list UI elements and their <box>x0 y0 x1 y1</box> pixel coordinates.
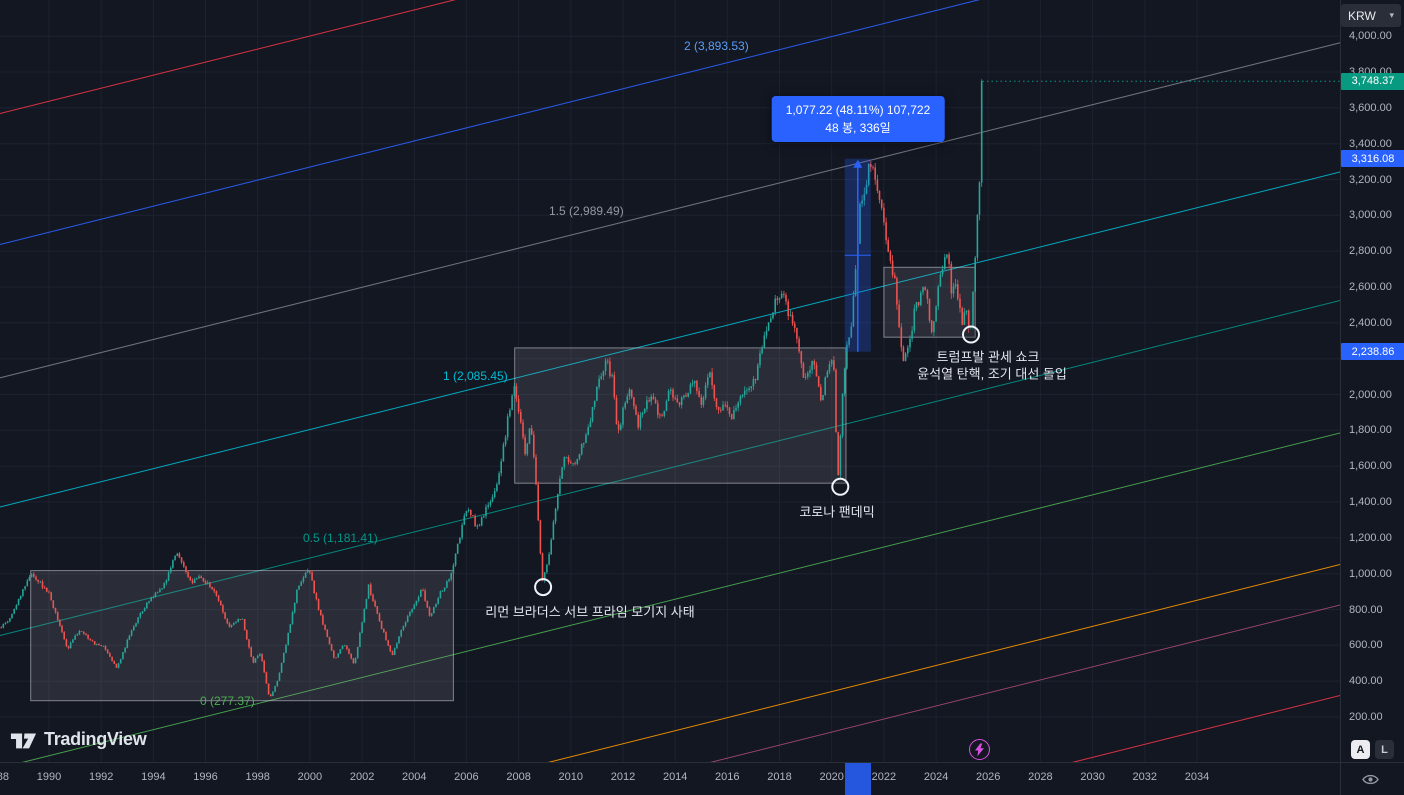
range-box <box>30 570 454 702</box>
price-tick-label: 400.00 <box>1349 675 1383 688</box>
lightning-bolt-icon <box>975 743 984 756</box>
price-tick-label: 3,600.00 <box>1349 101 1392 114</box>
time-tick-label: 1992 <box>88 771 114 783</box>
measure-change-text: 1,077.22 (48.11%) 107,722 <box>785 103 931 117</box>
current-price-badge: 3,748.37 <box>1341 72 1404 90</box>
time-tick-label: 1990 <box>36 771 62 783</box>
range-boxes[interactable] <box>30 266 976 702</box>
price-tick-label: 2,800.00 <box>1349 245 1392 258</box>
measure-arrow-up-icon <box>853 159 863 168</box>
time-tick-label: 2014 <box>662 771 688 783</box>
axis-corner <box>1340 762 1404 795</box>
time-tick-label: 2022 <box>871 771 897 783</box>
time-tick-label: 1996 <box>193 771 218 783</box>
time-tick-label: 2012 <box>610 771 636 783</box>
log-scale-button[interactable]: L <box>1375 740 1394 759</box>
price-axis[interactable]: KRW ▾ 4,000.003,800.003,600.003,400.003,… <box>1340 0 1404 762</box>
chart-canvas[interactable] <box>0 0 1340 762</box>
price-tick-label: 1,600.00 <box>1349 460 1392 473</box>
fib-channel-line <box>547 563 1340 762</box>
measure-time-range-highlight <box>844 763 871 795</box>
fib-channel-line <box>1071 694 1340 762</box>
fib-channel-line <box>0 42 1340 379</box>
price-tick-label: 3,000.00 <box>1349 209 1392 222</box>
time-tick-label: 2024 <box>923 771 949 783</box>
time-tick-label: 2008 <box>506 771 531 783</box>
measure-tooltip: 1,077.22 (48.11%) 107,722 48 봉, 336일 <box>771 96 945 142</box>
currency-selector[interactable]: KRW ▾ <box>1341 4 1401 27</box>
time-tick-label: 1988 <box>0 771 10 783</box>
measure-band[interactable] <box>844 158 871 352</box>
price-tick-label: 800.00 <box>1349 603 1383 616</box>
price-tick-label: 200.00 <box>1349 711 1383 723</box>
chevron-down-icon: ▾ <box>1389 10 1394 20</box>
time-tick-label: 2028 <box>1028 771 1053 783</box>
auto-scale-button[interactable]: A <box>1351 740 1370 759</box>
flash-lightning-icon[interactable] <box>969 739 990 760</box>
measure-bars-text: 48 봉, 336일 <box>825 121 891 135</box>
price-tick-label: 4,000.00 <box>1349 30 1392 43</box>
chart-plot-area[interactable]: 0 (277.37) 0.5 (1,181.41) 1 (2,085.45) 1.5 … <box>0 0 1340 762</box>
fib-channel-line <box>0 171 1340 508</box>
time-tick-label: 2030 <box>1080 771 1105 783</box>
grid-lines <box>0 0 1340 762</box>
price-tick-label: 600.00 <box>1349 639 1383 652</box>
price-tick-label: 3,400.00 <box>1349 137 1392 150</box>
time-tick-label: 1998 <box>245 771 270 783</box>
event-marker-circle <box>534 578 553 597</box>
price-tick-label: 2,600.00 <box>1349 281 1392 293</box>
tradingview-logo-text: TradingView <box>44 729 147 749</box>
time-tick-label: 2032 <box>1132 771 1158 783</box>
price-tick-label: 1,800.00 <box>1349 424 1392 437</box>
tradingview-logo-icon <box>10 733 37 749</box>
time-tick-label: 2018 <box>767 771 792 783</box>
event-markers[interactable] <box>534 325 980 597</box>
time-tick-label: 1994 <box>141 771 166 783</box>
time-axis[interactable]: 1988 1990 1992 1994 1996 1998 2000 2002 2004 2006… <box>0 762 1340 795</box>
candlestick-series[interactable] <box>0 79 983 697</box>
fib-channel-line <box>0 0 457 115</box>
price-tick-label: 2,400.00 <box>1349 316 1392 329</box>
measure-low-badge: 2,238.86 <box>1341 343 1404 361</box>
time-tick-label: 2020 <box>819 771 844 783</box>
price-tick-label: 1,200.00 <box>1349 531 1392 544</box>
fib-channel-line <box>21 432 1340 762</box>
currency-selector-value: KRW <box>1348 8 1376 23</box>
time-tick-label: 2002 <box>349 771 375 783</box>
time-tick-label: 2010 <box>558 771 584 783</box>
price-tick-label: 2,000.00 <box>1349 388 1392 401</box>
time-tick-label: 2034 <box>1184 771 1210 783</box>
fib-channel-line <box>0 0 981 246</box>
price-tick-label: 3,200.00 <box>1349 173 1392 186</box>
time-tick-label: 2016 <box>715 771 740 783</box>
time-tick-label: 2000 <box>297 771 323 783</box>
range-box <box>514 347 847 484</box>
event-marker-circle <box>962 325 980 344</box>
fib-channel-lines[interactable] <box>0 0 1340 762</box>
time-tick-label: 2026 <box>975 771 1001 783</box>
measure-high-badge: 3,316.08 <box>1341 150 1404 168</box>
price-tick-label: 1,400.00 <box>1349 496 1392 508</box>
time-tick-label: 2004 <box>402 771 427 783</box>
time-tick-label: 2006 <box>454 771 479 783</box>
fib-channel-line <box>709 604 1340 762</box>
price-tick-label: 1,000.00 <box>1349 567 1392 580</box>
tradingview-logo[interactable]: TradingView <box>10 729 147 750</box>
event-marker-circle <box>831 477 850 496</box>
eye-icon[interactable] <box>1362 773 1379 786</box>
